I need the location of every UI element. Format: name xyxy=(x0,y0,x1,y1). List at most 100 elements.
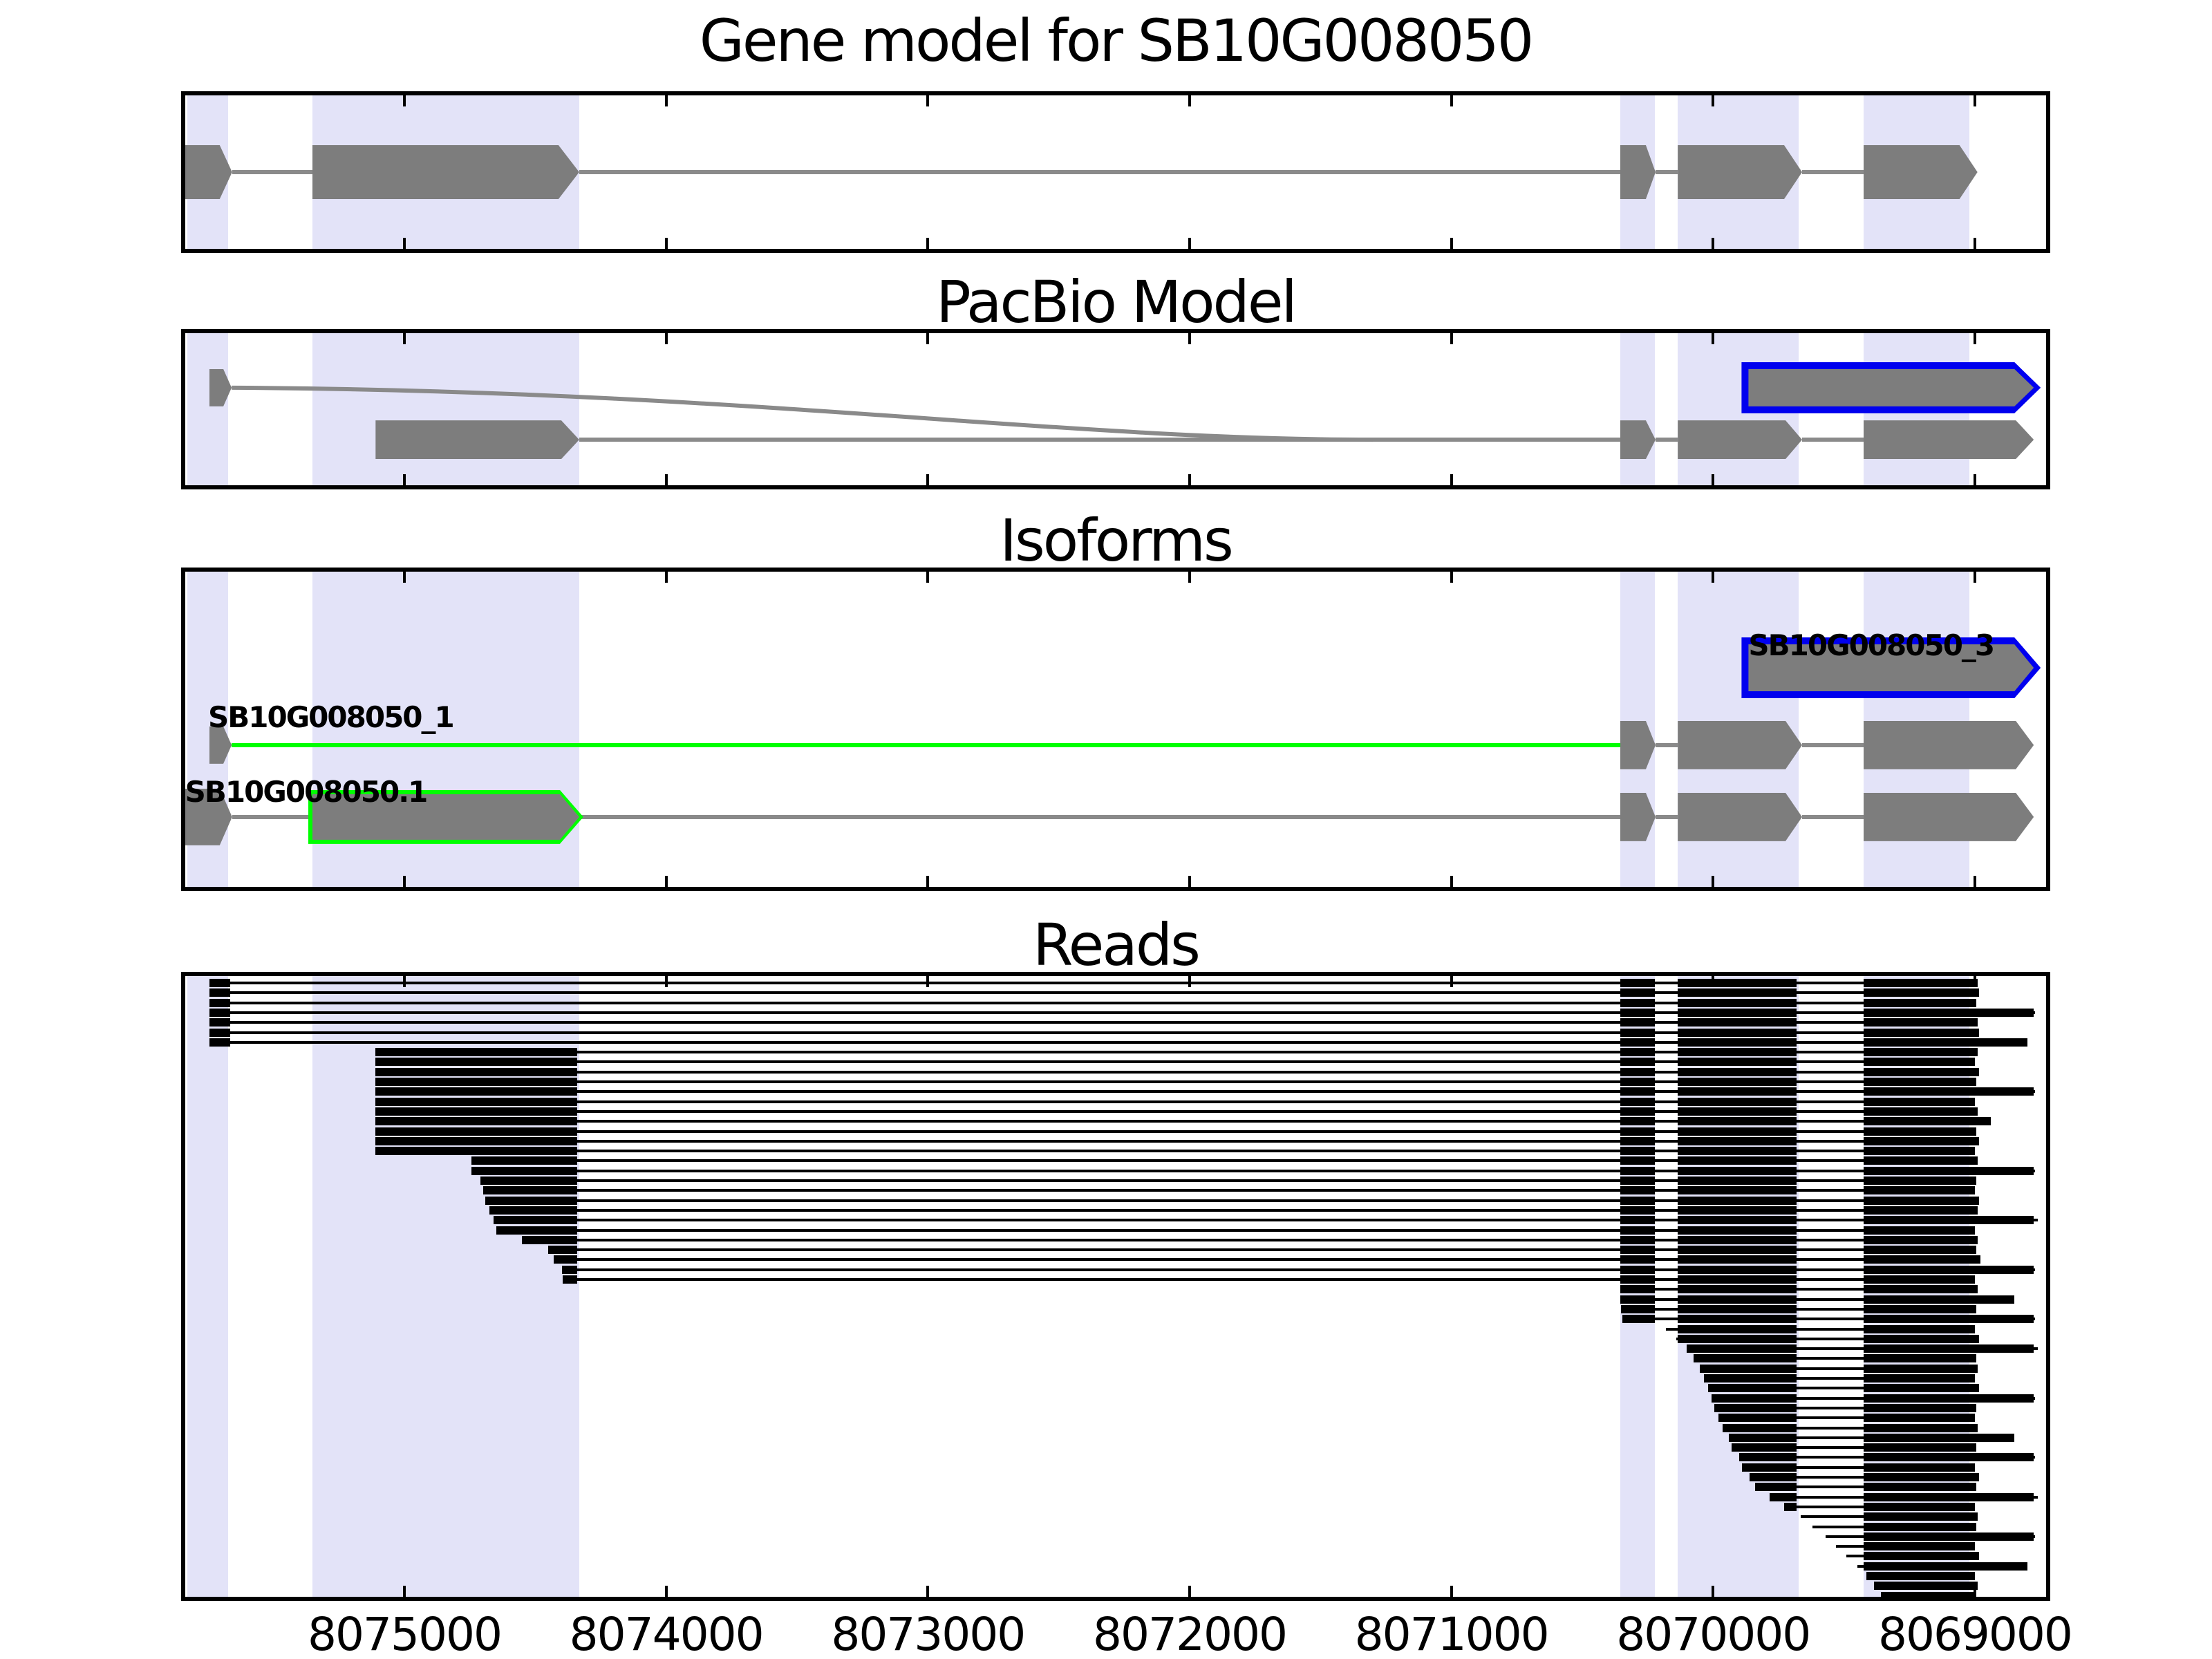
read-exon-block xyxy=(1864,1423,1978,1432)
read-exon-block xyxy=(1620,1028,1656,1037)
read-exon-block xyxy=(1864,1246,1976,1255)
read-line xyxy=(480,1179,1976,1182)
axis-tick xyxy=(1712,474,1715,489)
axis-tick xyxy=(926,238,930,253)
axis-tick xyxy=(926,91,930,106)
panel-pacbio-model xyxy=(181,329,2050,489)
read-exon-block xyxy=(1864,1295,2014,1304)
read-line xyxy=(496,1228,1975,1232)
read-exon-block xyxy=(1704,1374,1797,1382)
read-exon-block xyxy=(1739,1453,1797,1462)
axis-tick xyxy=(402,876,406,891)
read-exon-block xyxy=(1874,1582,1978,1591)
x-tick-label: 8071000 xyxy=(1354,1608,1550,1659)
isoform-label: SB10G008050_3 xyxy=(1748,628,1995,663)
read-exon-block xyxy=(1864,1334,1979,1343)
read-exon-block xyxy=(1620,1097,1656,1106)
read-exon-block xyxy=(1620,1038,1656,1047)
read-exon-block xyxy=(1620,1177,1656,1185)
read-line xyxy=(375,1139,1979,1143)
read-line xyxy=(489,1208,1978,1212)
exon-highlight-band xyxy=(187,329,229,489)
read-exon-block xyxy=(1678,1265,1797,1274)
splice-curve-layer xyxy=(232,385,1374,442)
axis-tick xyxy=(664,972,668,987)
x-tick-label: 8075000 xyxy=(308,1608,503,1659)
read-exon-block xyxy=(1678,1196,1797,1205)
read-exon-block xyxy=(1864,1048,1978,1057)
exon-block xyxy=(1678,420,1802,459)
read-exon-block xyxy=(209,1018,231,1027)
read-exon-block xyxy=(1678,1324,1797,1333)
read-exon-block xyxy=(1678,1097,1797,1106)
read-exon-block xyxy=(1678,1038,1797,1047)
read-exon-block xyxy=(1864,1087,2034,1096)
read-exon-block xyxy=(1864,1344,2034,1353)
read-exon-block xyxy=(1864,1403,1976,1412)
intron-line xyxy=(1802,814,1864,819)
exon-highlight-band xyxy=(312,329,579,489)
read-exon-block xyxy=(1864,1038,2027,1047)
isoform-label: SB10G008050.1 xyxy=(185,774,429,809)
read-exon-block xyxy=(1620,998,1656,1007)
read-exon-block xyxy=(1864,1315,2034,1324)
panel-title-reads: Reads xyxy=(1033,911,1201,979)
read-line xyxy=(375,1080,1976,1083)
read-exon-block xyxy=(1864,1324,1975,1333)
exon-highlight-band xyxy=(187,972,229,1601)
highlight-intron-line xyxy=(232,742,1620,747)
read-exon-block xyxy=(1754,1483,1797,1492)
read-exon-block xyxy=(1621,1304,1656,1313)
exon-block xyxy=(1864,145,1978,199)
read-exon-block xyxy=(1620,1008,1656,1017)
read-exon-block xyxy=(1864,1433,2014,1442)
read-exon-block xyxy=(1864,1492,2034,1501)
exon-block xyxy=(1748,369,2034,406)
read-exon-block xyxy=(1741,1463,1797,1472)
read-exon-block xyxy=(471,1166,577,1175)
read-line xyxy=(1707,1387,1979,1390)
exon-highlight-band xyxy=(312,972,579,1601)
read-exon-block xyxy=(1620,1117,1656,1126)
x-tick-label: 8070000 xyxy=(1616,1608,1811,1659)
read-line xyxy=(1687,1347,2038,1351)
intron-line xyxy=(579,438,1620,442)
read-exon-block xyxy=(1714,1403,1797,1412)
axis-tick xyxy=(1712,329,1715,344)
read-exon-block xyxy=(1864,1147,1975,1156)
axis-tick xyxy=(1450,474,1453,489)
read-exon-block xyxy=(1620,1048,1656,1057)
intron-line xyxy=(1655,438,1678,442)
read-line xyxy=(209,1011,2036,1014)
axis-tick xyxy=(1712,91,1715,106)
read-exon-block xyxy=(493,1216,577,1225)
read-exon-block xyxy=(1620,1147,1656,1156)
x-tick-label: 8069000 xyxy=(1877,1608,2073,1659)
read-line xyxy=(209,982,1978,984)
read-exon-block xyxy=(1678,1166,1797,1175)
read-exon-block xyxy=(1678,1127,1797,1136)
read-exon-block xyxy=(1769,1492,1797,1501)
panel-title-pacbio-model: PacBio Model xyxy=(936,268,1297,336)
axis-tick xyxy=(1188,972,1191,987)
panel-isoforms: SB10G008050_3 SB10G008050_1 SB10G008050.1 xyxy=(181,568,2050,891)
read-exon-block xyxy=(1864,1542,1975,1551)
panel-reads xyxy=(181,972,2050,1601)
exon-block xyxy=(1678,145,1802,199)
read-line xyxy=(375,1109,1978,1113)
intron-line xyxy=(232,814,312,819)
intron-line xyxy=(1655,814,1678,819)
read-line xyxy=(1620,1297,2014,1301)
read-exon-block xyxy=(1864,1463,1975,1472)
read-exon-block xyxy=(1864,1166,2034,1175)
axis-tick xyxy=(1450,329,1453,344)
read-exon-block xyxy=(209,1038,231,1047)
read-exon-block xyxy=(1731,1443,1797,1452)
read-exon-block xyxy=(375,1117,577,1126)
read-exon-block xyxy=(496,1226,577,1235)
read-exon-block xyxy=(1620,1018,1656,1027)
read-exon-block xyxy=(1864,1275,1975,1284)
read-exon-block xyxy=(1864,1394,2034,1403)
read-exon-block xyxy=(375,1097,577,1106)
read-line xyxy=(553,1258,1980,1262)
